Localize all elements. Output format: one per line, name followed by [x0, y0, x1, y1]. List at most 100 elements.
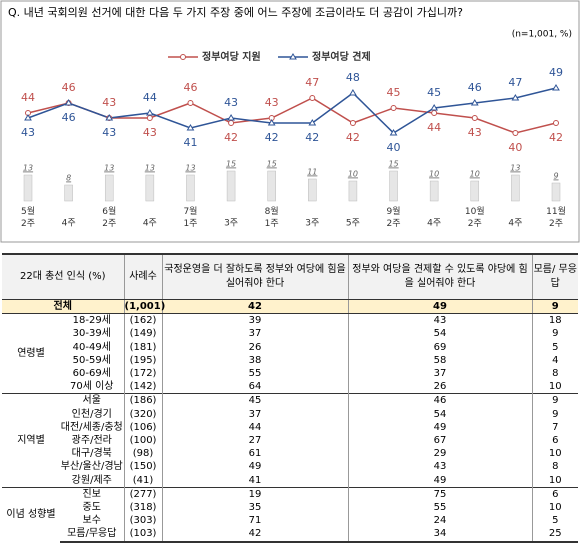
- cell: 24: [347, 514, 533, 528]
- cell: (150): [123, 460, 163, 474]
- data-label: 46: [468, 81, 482, 94]
- bar-label: 8: [66, 174, 71, 183]
- bar-label: 13: [145, 164, 155, 173]
- cell: 43: [347, 313, 533, 328]
- bar: [145, 174, 155, 202]
- x-tick-label: 5주: [346, 218, 360, 229]
- cell: 54: [347, 407, 533, 421]
- cell: 27: [161, 434, 349, 448]
- row: 중도 (318) 35 55 10: [2, 501, 579, 515]
- cell: 49: [347, 473, 533, 488]
- chart: Q. 내년 국회의원 선거에 대한 다음 두 가지 주장 중에 어느 주장에 조…: [0, 0, 580, 243]
- point: [389, 129, 398, 136]
- cell: 37: [347, 367, 533, 381]
- cell: 18-29세: [72, 315, 111, 327]
- row: 50-59세 (195) 38 58 4: [2, 353, 579, 368]
- data-label: 43: [265, 96, 279, 109]
- data-label: 44: [427, 121, 441, 134]
- cell: 40-49세: [72, 341, 111, 353]
- chart-note: (n=1,001, %): [512, 30, 572, 40]
- x-tick-label: 7월 1주: [183, 205, 197, 229]
- data-label: 44: [143, 91, 157, 104]
- cell: 54: [347, 327, 533, 341]
- cell: 70세 이상: [70, 381, 114, 393]
- bar-label: 15: [267, 160, 277, 169]
- point: [105, 114, 114, 121]
- point: [349, 89, 357, 96]
- data-label: 42: [549, 131, 563, 144]
- cell: 진보: [60, 486, 125, 502]
- cell: 19: [161, 486, 349, 502]
- bar: [389, 170, 398, 202]
- point: [553, 120, 559, 126]
- cell: (162): [123, 313, 163, 328]
- cell: 6: [531, 486, 579, 502]
- point: [349, 120, 356, 126]
- data-label: 48: [346, 71, 360, 84]
- bar: [226, 170, 236, 202]
- bar: [64, 184, 73, 202]
- data-label: 45: [387, 86, 401, 99]
- cell: 5: [531, 514, 579, 528]
- row: 인천/경기 (320) 37 54 9: [2, 407, 579, 421]
- cell: 64: [161, 380, 349, 394]
- cell: 광주/전라: [71, 435, 112, 447]
- data-label: 40: [387, 141, 401, 154]
- header-cell: 22대 총선 인식 (%): [2, 253, 125, 300]
- point: [470, 99, 479, 106]
- legend-label: 정부여당 지원: [202, 50, 261, 63]
- data-label: 40: [508, 141, 522, 154]
- cell: 29: [347, 447, 533, 461]
- cell: 60-69세: [72, 368, 111, 380]
- cell: 모름/무응답: [60, 527, 125, 543]
- cell: 38: [161, 353, 349, 368]
- cell: 37: [161, 407, 349, 421]
- cell: 10: [531, 501, 579, 515]
- cell: 37: [161, 327, 349, 341]
- bar: [186, 174, 195, 202]
- cell: 71: [161, 514, 349, 528]
- table: 22대 총선 인식 (%) 사례수 국정운영을 더 잘하도록 정부와 여당에 힘을 …: [2, 253, 579, 543]
- cell: 대전/세종/충청: [60, 421, 123, 433]
- row: 연령별 18-29세 (162) 39 43 18: [2, 313, 579, 359]
- cell: (320): [123, 407, 163, 421]
- data-label: 42: [224, 131, 238, 144]
- cell: 10: [531, 380, 579, 394]
- x-tick-label: 10월 2주: [465, 205, 485, 229]
- cell: 49: [347, 420, 533, 435]
- bar-label: 13: [510, 164, 520, 173]
- legend-marker: [180, 54, 186, 60]
- cell: 58: [347, 353, 533, 368]
- cell: (149): [123, 327, 163, 341]
- cell: 69: [347, 340, 533, 354]
- header-cell: 국정운영을 더 잘하도록 정부와 여당에 힘을 실어줘야 한다: [161, 253, 349, 300]
- cell: 18: [531, 313, 579, 328]
- data-label: 47: [305, 76, 319, 89]
- cell: 10: [531, 447, 579, 461]
- cell: 중도: [82, 502, 101, 514]
- row: 광주/전라 (100) 27 67 6: [2, 434, 579, 448]
- data-label: 43: [468, 126, 482, 139]
- row: 60-69세 (172) 55 37 8: [2, 367, 579, 381]
- data-label: 47: [508, 76, 522, 89]
- cell: (303): [123, 514, 163, 528]
- data-label: 43: [21, 126, 35, 139]
- cell: 43: [347, 460, 533, 474]
- cell: 보수: [82, 515, 101, 527]
- chart-title: Q. 내년 국회의원 선거에 대한 다음 두 가지 주장 중에 어느 주장에 조…: [8, 6, 463, 19]
- data-label: 44: [21, 91, 35, 104]
- bar: [104, 174, 114, 202]
- total-cell: 9: [531, 299, 579, 315]
- point: [308, 119, 317, 126]
- cell: 26: [347, 380, 533, 394]
- point: [511, 94, 520, 101]
- cell: (181): [123, 340, 163, 354]
- bar-label: 13: [185, 164, 195, 173]
- bar-label: 11: [307, 168, 317, 177]
- data-label: 42: [265, 131, 279, 144]
- data-label: 45: [427, 86, 441, 99]
- cell: 39: [161, 313, 349, 328]
- row: 대전/세종/충청 (106) 44 49 7: [2, 420, 579, 435]
- data-label: 46: [183, 81, 197, 94]
- point: [187, 100, 194, 106]
